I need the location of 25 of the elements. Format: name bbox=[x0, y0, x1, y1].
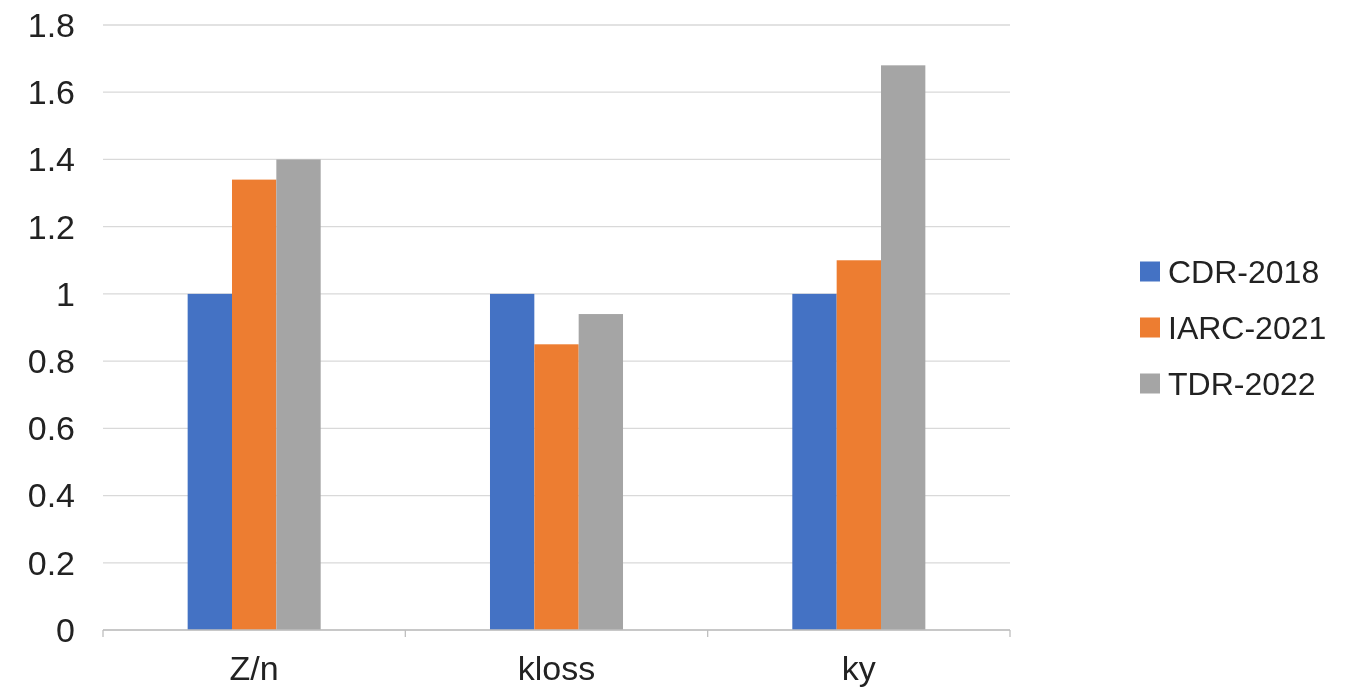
x-tick-label: kloss bbox=[517, 649, 596, 687]
y-tick-label: 1.8 bbox=[27, 5, 75, 44]
y-tick-label: 1 bbox=[56, 274, 75, 313]
y-tick-label: 0.8 bbox=[27, 342, 75, 381]
y-tick-label: 0.6 bbox=[27, 409, 75, 448]
y-tick-label: 1.4 bbox=[27, 140, 75, 179]
bar bbox=[881, 65, 926, 630]
legend-label: TDR-2022 bbox=[1168, 365, 1316, 402]
y-tick-label: 0 bbox=[56, 610, 75, 649]
legend-label: CDR-2018 bbox=[1168, 253, 1320, 290]
x-tick-label: ky bbox=[841, 649, 876, 687]
bar bbox=[792, 293, 837, 630]
bar bbox=[534, 344, 579, 630]
y-tick-label: 0.4 bbox=[27, 476, 75, 515]
bar bbox=[836, 260, 881, 630]
legend-label: IARC-2021 bbox=[1168, 309, 1327, 346]
bar bbox=[276, 159, 321, 630]
x-tick-label: Z/n bbox=[229, 649, 279, 687]
bar bbox=[232, 179, 277, 630]
bar bbox=[489, 293, 535, 630]
bar bbox=[187, 293, 232, 630]
y-tick-label: 0.2 bbox=[27, 543, 75, 582]
bar bbox=[578, 314, 624, 630]
y-tick-label: 1.2 bbox=[27, 207, 75, 246]
y-tick-label: 1.6 bbox=[27, 73, 75, 112]
